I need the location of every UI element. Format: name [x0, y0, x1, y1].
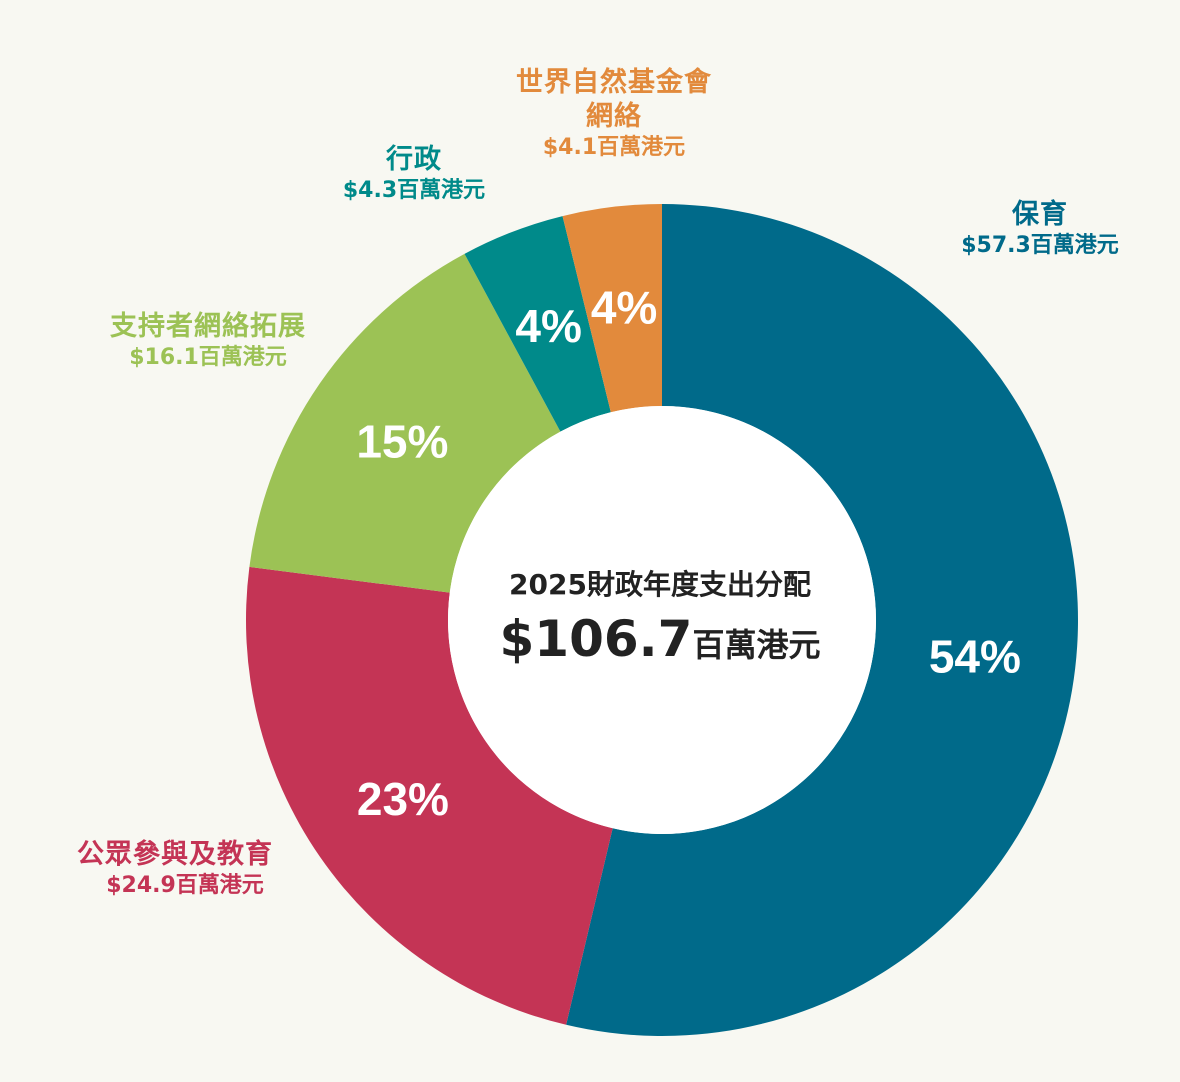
slice-conservation [566, 204, 1078, 1036]
label-conservation: 保育 $57.3百萬港元 [961, 198, 1119, 259]
slice-supporter-network [249, 253, 561, 593]
label-public-engagement: 公眾參與及教育 $24.9百萬港元 [77, 838, 273, 899]
label-name: 支持者網絡拓展 [110, 311, 306, 342]
label-amount: $4.3百萬港元 [342, 177, 486, 203]
percent-label: 15% [356, 416, 448, 468]
label-amount: $57.3百萬港元 [961, 232, 1119, 258]
label-amount: $16.1百萬港元 [129, 344, 287, 370]
total-value: $106.7 [499, 610, 693, 668]
chart-title: 2025財政年度支出分配 [509, 568, 811, 601]
label-name: 公眾參與及教育 [77, 839, 273, 870]
percent-label: 4% [515, 300, 581, 352]
label-wwf-network: 世界自然基金會 網絡 $4.1百萬港元 [516, 66, 712, 161]
label-supporter-network: 支持者網絡拓展 $16.1百萬港元 [110, 310, 306, 371]
percent-label: 23% [357, 773, 449, 825]
label-amount: $24.9百萬港元 [106, 872, 264, 898]
label-amount: $4.1百萬港元 [542, 134, 686, 160]
label-name: 行政 [386, 144, 442, 175]
label-administration: 行政 $4.3百萬港元 [343, 143, 485, 204]
slice-public-engagement [246, 566, 613, 1025]
percent-label: 54% [929, 631, 1021, 683]
slice-wwf-network [562, 204, 662, 413]
donut-hole [448, 406, 876, 834]
percent-label: 4% [591, 281, 657, 333]
chart-total: $106.7百萬港元 [500, 610, 821, 668]
label-name-line1: 世界自然基金會 [516, 67, 712, 98]
label-name: 保育 [1012, 199, 1068, 230]
total-unit: 百萬港元 [692, 626, 821, 664]
slice-administration [464, 216, 611, 432]
label-name-line2: 網絡 [586, 100, 642, 132]
